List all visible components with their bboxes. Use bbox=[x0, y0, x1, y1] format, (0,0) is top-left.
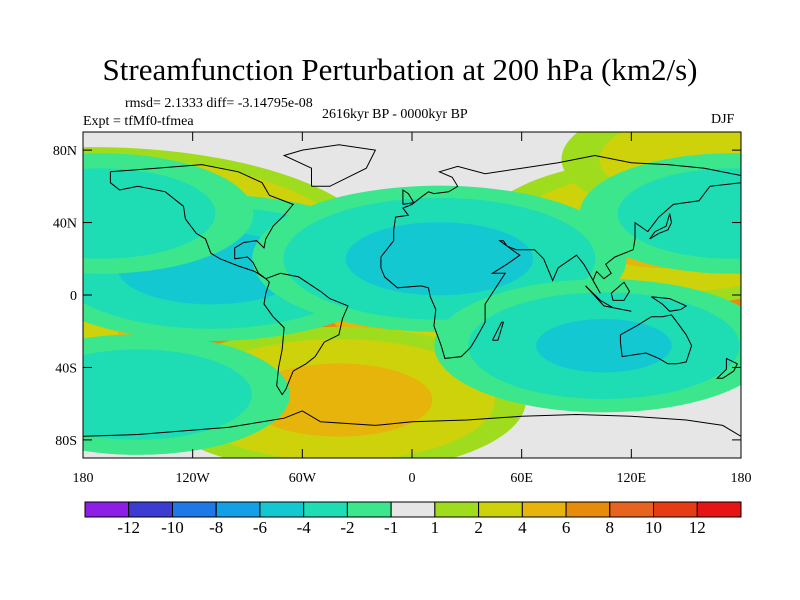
colorbar-label: -10 bbox=[161, 518, 184, 537]
y-tick-label: 40N bbox=[53, 217, 77, 232]
contour-level bbox=[536, 319, 672, 373]
coastline-britain bbox=[402, 189, 415, 205]
colorbar-swatch bbox=[84, 501, 130, 518]
x-tick-label: 60E bbox=[510, 471, 533, 486]
colorbar-label: -8 bbox=[209, 518, 223, 537]
coastlines bbox=[83, 144, 741, 437]
x-tick-label: 0 bbox=[409, 471, 416, 486]
period-label: 2616kyr BP - 0000kyr BP bbox=[322, 107, 468, 122]
coastline-indonesia bbox=[585, 285, 632, 312]
colorbar: -12 -10 -8 -6 -4 -2 -1 1 2 4 6 8 10 12 bbox=[84, 501, 742, 537]
colorbar-label: -1 bbox=[384, 518, 398, 537]
experiment-label: Expt = tfMf0-tfmea bbox=[83, 114, 194, 129]
colorbar-swatch bbox=[434, 501, 480, 518]
y-axis: 80N 40N 0 40S 80S bbox=[53, 144, 741, 449]
colorbar-label: -6 bbox=[253, 518, 267, 537]
anomaly-8 bbox=[83, 153, 254, 274]
colorbar-label: 4 bbox=[518, 518, 527, 537]
colorbar-label: -12 bbox=[117, 518, 140, 537]
colorbar-swatch bbox=[565, 501, 611, 518]
coastline-greenland bbox=[282, 144, 377, 187]
coastline-eurasia-africa bbox=[380, 154, 741, 359]
map-title: Streamfunction Perturbation at 200 hPa (… bbox=[102, 52, 698, 87]
anomaly-10 bbox=[434, 279, 741, 413]
coastline-new-guinea bbox=[651, 296, 688, 312]
colorbar-label: 6 bbox=[562, 518, 571, 537]
x-tick-label: 60W bbox=[289, 471, 317, 486]
contour-level bbox=[83, 168, 216, 259]
y-tick-label: 80N bbox=[53, 144, 77, 159]
colorbar-label: 12 bbox=[689, 518, 706, 537]
coastline-australia bbox=[619, 314, 693, 365]
colorbar-swatch bbox=[521, 501, 567, 518]
colorbar-label: 8 bbox=[606, 518, 615, 537]
colorbar-swatch bbox=[171, 501, 217, 518]
contour-level bbox=[617, 168, 741, 259]
colorbar-swatch bbox=[259, 501, 305, 518]
streamfunction-field bbox=[83, 132, 741, 458]
x-tick-label: 180 bbox=[731, 471, 752, 486]
coastline-antarctica bbox=[83, 410, 741, 437]
x-tick-label: 120W bbox=[176, 471, 211, 486]
x-tick-label: 180 bbox=[73, 471, 94, 486]
coastline-new-zealand bbox=[715, 357, 738, 379]
coastline-madagascar bbox=[491, 321, 505, 341]
colorbar-label: -4 bbox=[297, 518, 312, 537]
y-tick-label: 0 bbox=[70, 289, 77, 304]
colorbar-swatch bbox=[215, 501, 261, 518]
colorbar-swatch bbox=[653, 501, 698, 518]
contour-level bbox=[83, 349, 252, 440]
colorbar-label: 2 bbox=[474, 518, 483, 537]
x-tick-label: 120E bbox=[617, 471, 647, 486]
colorbar-swatch bbox=[303, 501, 348, 518]
colorbar-swatch bbox=[478, 501, 523, 518]
colorbar-label: 10 bbox=[645, 518, 662, 537]
colorbar-swatch bbox=[696, 501, 742, 518]
coastline-borneo bbox=[610, 281, 631, 301]
contour-level bbox=[345, 222, 533, 296]
colorbar-swatch bbox=[346, 501, 392, 518]
coastline-north-america bbox=[109, 164, 295, 280]
x-axis: 180 120W 60W 0 60E 120E 180 bbox=[73, 132, 752, 486]
colorbar-swatch bbox=[390, 501, 436, 518]
colorbar-label: -2 bbox=[340, 518, 354, 537]
y-tick-label: 40S bbox=[55, 361, 77, 376]
anomaly-11 bbox=[579, 153, 741, 274]
y-tick-label: 80S bbox=[55, 434, 77, 449]
contour-level bbox=[245, 363, 433, 437]
colorbar-label: 1 bbox=[431, 518, 440, 537]
anomaly-9 bbox=[83, 334, 290, 455]
season-label: DJF bbox=[711, 112, 735, 127]
coastline-south-america bbox=[263, 272, 349, 396]
colorbar-swatch bbox=[609, 501, 655, 518]
rmsd-stat: rmsd= 2.1333 diff= -3.14795e-08 bbox=[125, 96, 313, 111]
coastline-japan bbox=[649, 213, 673, 240]
colorbar-swatch bbox=[128, 501, 173, 518]
